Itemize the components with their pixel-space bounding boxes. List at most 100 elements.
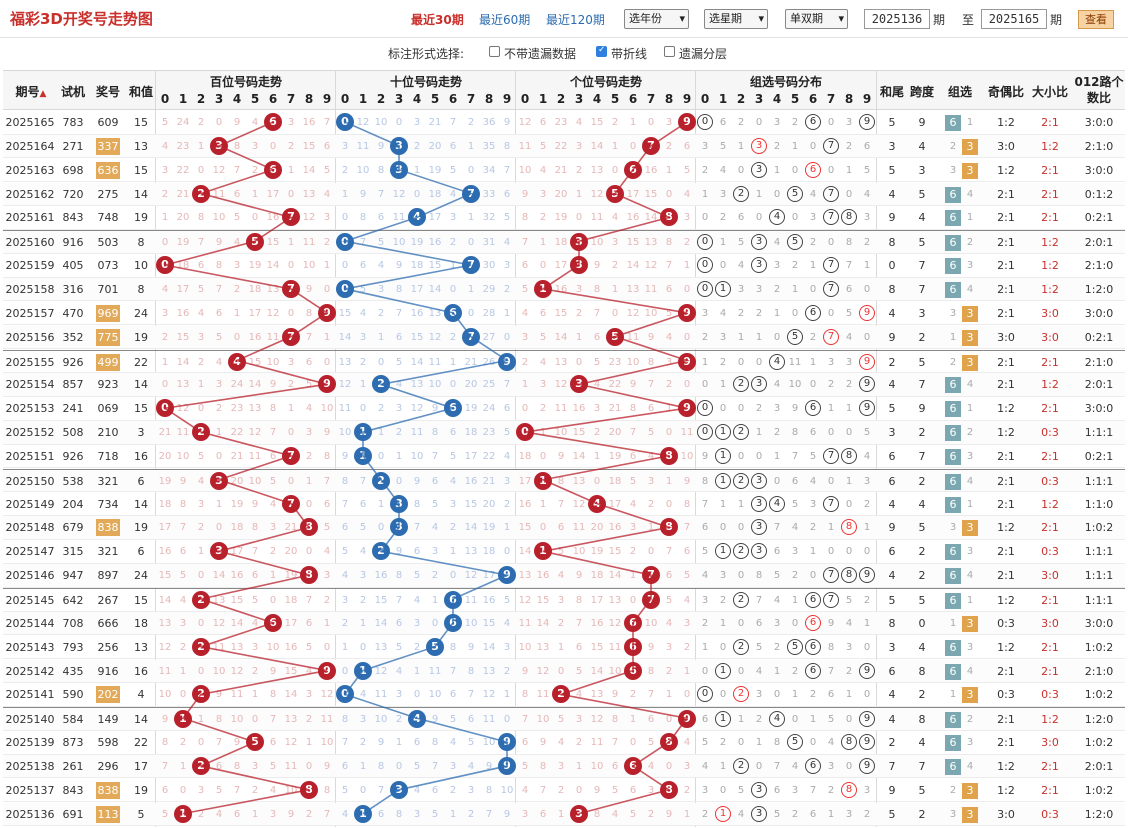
miss-count: 8 — [593, 808, 601, 820]
miss-count: 6 — [737, 212, 745, 224]
query-button[interactable]: 查看 — [1078, 10, 1114, 29]
miss-count: 2 — [611, 117, 619, 128]
sum-cell: 10 — [134, 259, 148, 273]
period-30-link[interactable]: 最近30期 — [411, 13, 464, 27]
period-120-link[interactable]: 最近120期 — [546, 13, 605, 27]
miss-count: 0 — [323, 356, 331, 368]
miss-count: 2 — [305, 714, 313, 726]
miss-count: 0 — [665, 498, 673, 510]
digit-header: 6 — [628, 92, 638, 106]
group-digit: 8 — [841, 734, 857, 751]
miss-count: 9 — [431, 403, 439, 415]
from-issue-input[interactable]: 2025136 — [864, 9, 930, 29]
miss-count: 2 — [341, 617, 349, 629]
award-cell: 256 — [97, 640, 119, 654]
miss-count: 5 — [305, 379, 313, 391]
miss-count: 15 — [158, 570, 172, 582]
miss-count: 3 — [341, 140, 349, 152]
drawn-ball: 6 — [624, 613, 642, 632]
miss-count: 12 — [176, 403, 190, 415]
miss-count: 0 — [791, 164, 799, 176]
period-60-link[interactable]: 最近60期 — [479, 13, 531, 27]
miss-count: 3 — [395, 689, 403, 701]
miss-count: 4 — [449, 737, 457, 749]
oe-cell: 2:1 — [997, 569, 1015, 583]
bs-cell: 1:2 — [1041, 139, 1059, 153]
digit-header: 3 — [394, 92, 404, 106]
group-type-badge: 3 — [962, 615, 978, 632]
group-digit: 5 — [787, 185, 803, 202]
layer-checkbox[interactable] — [664, 46, 675, 57]
miss-count: 20 — [608, 427, 622, 439]
to-issue-input[interactable]: 2025165 — [981, 9, 1047, 29]
miss-count: 6 — [683, 546, 691, 558]
road-cell: 1:0:2 — [1084, 688, 1114, 702]
miss-count: 11 — [212, 641, 226, 653]
tail-cell: 8 — [888, 282, 896, 296]
line-checkbox[interactable] — [596, 45, 607, 57]
drawn-ball: 7 — [282, 446, 300, 465]
miss-count: 12 — [554, 379, 568, 391]
miss-count: 8 — [539, 760, 547, 772]
miss-count: 3 — [791, 784, 799, 796]
drawn-ball: 6 — [264, 160, 282, 179]
miss-count: 4 — [233, 237, 241, 249]
drawn-ball: 2 — [192, 184, 210, 203]
tail-header: 和尾 — [879, 85, 904, 99]
drawn-ball: 1 — [354, 446, 372, 465]
week-select[interactable]: 选星期 — [704, 9, 768, 29]
miss-count: 1 — [665, 689, 673, 701]
miss-count: 11 — [320, 714, 334, 726]
miss-count: 1 — [359, 617, 367, 629]
miss-count: 7 — [431, 760, 439, 772]
parity-select[interactable]: 单双期 — [785, 9, 848, 29]
miss-count: 0 — [701, 665, 709, 677]
tail-cell: 4 — [888, 306, 896, 320]
miss-count: 1 — [737, 714, 745, 726]
test-cell: 793 — [62, 640, 84, 654]
miss-count: 4 — [683, 737, 691, 749]
miss-count: 0 — [215, 522, 223, 534]
miss-count: 3 — [413, 117, 421, 128]
miss-count: 1 — [341, 188, 349, 200]
miss-count: 0 — [197, 665, 205, 677]
group-digit: 1 — [715, 424, 731, 441]
table-header: 期号▲ 试机 奖号 和值 百位号码走势 十位号码走势 个位号码走势 组选号码分布… — [3, 70, 1125, 110]
miss-count: 12 — [158, 641, 172, 653]
miss-count: 7 — [233, 784, 241, 796]
miss-count: 0 — [809, 379, 817, 391]
miss-count: 8 — [179, 498, 187, 510]
miss-count: 11 — [302, 237, 316, 249]
miss-count: 8 — [557, 475, 565, 487]
miss-count: 0 — [755, 117, 763, 128]
award-cell: 609 — [97, 116, 119, 129]
no-miss-checkbox[interactable] — [489, 46, 500, 57]
miss-count: 20 — [554, 188, 568, 200]
miss-count: 11 — [212, 188, 226, 200]
group-digit: 9 — [859, 567, 875, 584]
miss-count: 11 — [788, 356, 802, 368]
miss-count: 11 — [410, 427, 424, 439]
group-digit: 1 — [715, 472, 731, 489]
table-row: 2025143 793 256 13 12 2 2 11 13 3 10 16 5 0 1 0 13 5 2 5 8 9 1… — [3, 636, 1125, 660]
year-select[interactable]: 选年份 — [624, 9, 689, 29]
miss-count: 0 — [629, 737, 637, 749]
miss-count: 0 — [251, 714, 259, 726]
miss-count: 2 — [773, 641, 781, 653]
group-type-badge: 3 — [962, 305, 978, 322]
layer-label: 遗漏分层 — [679, 47, 728, 61]
miss-count: 0 — [215, 117, 223, 128]
drawn-ball: 1 — [174, 804, 192, 823]
issue-cell: 2025163 — [5, 163, 55, 177]
table-row: 2025138 261 296 17 7 1 2 6 8 3 5 11 0 9 6 1 8 0 5 7 3 4 9 9 5 8 3 1… — [3, 754, 1125, 779]
miss-count: 11 — [518, 617, 532, 629]
sum-cell: 5 — [137, 807, 145, 821]
miss-count: 7 — [395, 595, 403, 606]
miss-count: 6 — [251, 570, 259, 582]
miss-count: 16 — [518, 498, 532, 510]
issue-header[interactable]: 期号▲ — [15, 85, 47, 99]
miss-count: 22 — [554, 140, 568, 152]
miss-count: 6 — [809, 427, 817, 439]
drawn-ball: 2 — [192, 423, 210, 442]
miss-count: 15 — [590, 641, 604, 653]
